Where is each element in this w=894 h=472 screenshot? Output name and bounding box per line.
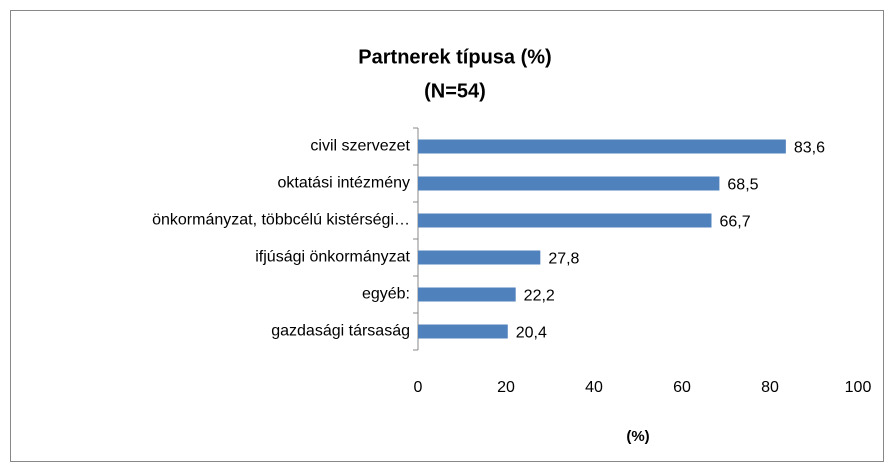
x-tick-label: 0	[414, 379, 423, 396]
category-label: oktatási intézmény	[277, 175, 410, 192]
chart-title: Partnerek típusa (%)	[358, 46, 551, 68]
value-label: 83,6	[794, 140, 825, 157]
value-label: 20,4	[516, 325, 547, 342]
bar	[418, 176, 720, 191]
x-tick-label: 60	[673, 379, 691, 396]
value-label: 68,5	[727, 177, 758, 194]
value-label: 66,7	[719, 214, 750, 231]
value-label: 22,2	[524, 288, 555, 305]
x-tick-label: 80	[761, 379, 779, 396]
chart-frame	[10, 10, 884, 462]
x-tick-label: 40	[585, 379, 603, 396]
x-axis-title: (%)	[626, 428, 649, 445]
category-label: önkormányzat, többcélú kistérségi…	[152, 212, 410, 229]
bar	[418, 324, 508, 339]
bar	[418, 213, 712, 228]
category-label: civil szervezet	[310, 138, 410, 155]
x-tick-label: 20	[497, 379, 515, 396]
bar	[418, 139, 786, 154]
bar	[418, 250, 541, 265]
category-label: gazdasági társaság	[271, 323, 410, 340]
value-label: 27,8	[548, 251, 579, 268]
chart-subtitle: (N=54)	[424, 80, 486, 102]
bar	[418, 287, 516, 302]
category-label: ifjúsági önkormányzat	[255, 249, 410, 266]
x-tick-label: 100	[845, 379, 872, 396]
category-label: egyéb:	[362, 286, 410, 303]
